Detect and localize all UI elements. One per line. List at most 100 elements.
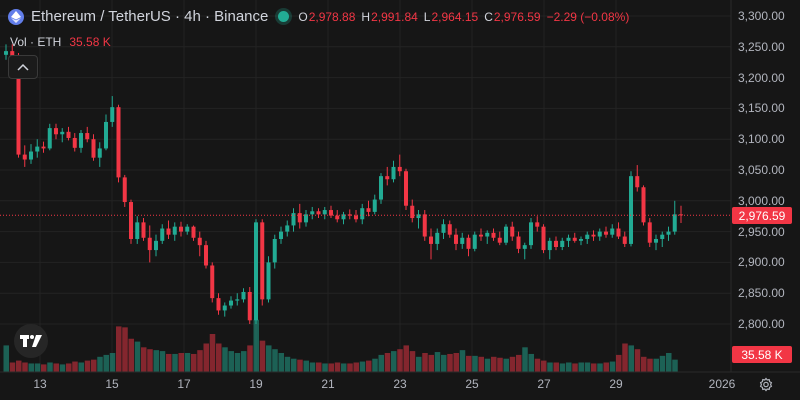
candle-body[interactable] <box>247 291 252 321</box>
candle-body[interactable] <box>210 265 215 299</box>
candle-body[interactable] <box>266 262 271 300</box>
candle-body[interactable] <box>547 240 552 251</box>
candle-body[interactable] <box>297 213 302 223</box>
candle-body[interactable] <box>141 222 146 238</box>
candle-body[interactable] <box>516 236 521 249</box>
candle-body[interactable] <box>385 176 390 180</box>
candle-body[interactable] <box>479 234 483 237</box>
symbol-title[interactable]: Ethereum / TetherUS · 4h · Binance <box>31 8 269 25</box>
candle-body[interactable] <box>372 199 377 212</box>
candle-body[interactable] <box>635 176 640 188</box>
candle-body[interactable] <box>666 231 671 235</box>
candle-body[interactable] <box>22 154 27 160</box>
candle-body[interactable] <box>241 291 246 300</box>
candle-body[interactable] <box>154 240 158 251</box>
candle-body[interactable] <box>304 214 308 223</box>
candle-body[interactable] <box>447 224 452 235</box>
candle-body[interactable] <box>441 224 446 233</box>
candle-body[interactable] <box>566 237 571 241</box>
market-status-dot[interactable] <box>278 11 290 22</box>
candle-body[interactable] <box>54 128 58 135</box>
candle-body[interactable] <box>41 146 46 149</box>
candle-body[interactable] <box>460 237 465 244</box>
candle-body[interactable] <box>72 137 77 148</box>
candle-body[interactable] <box>435 232 440 244</box>
candle-body[interactable] <box>354 215 358 220</box>
candle-body[interactable] <box>404 171 408 206</box>
candle-body[interactable] <box>622 236 627 244</box>
candle-body[interactable] <box>216 298 221 311</box>
candle-body[interactable] <box>122 177 127 203</box>
candle-body[interactable] <box>454 234 458 244</box>
candle-body[interactable] <box>129 202 133 239</box>
candle-body[interactable] <box>410 205 415 219</box>
candle-body[interactable] <box>272 238 277 263</box>
candle-body[interactable] <box>522 245 527 249</box>
candle-body[interactable] <box>629 176 633 244</box>
candle-body[interactable] <box>279 231 283 239</box>
candle-body[interactable] <box>172 226 177 235</box>
candle-body[interactable] <box>391 166 396 180</box>
candle-body[interactable] <box>116 107 121 178</box>
candle-body[interactable] <box>360 208 365 220</box>
candle-body[interactable] <box>347 214 352 216</box>
candle-body[interactable] <box>591 234 596 237</box>
candle-body[interactable] <box>204 245 208 266</box>
candle-body[interactable] <box>291 213 296 226</box>
candle-body[interactable] <box>285 225 290 232</box>
collapse-legend-button[interactable] <box>8 55 38 79</box>
gear-icon[interactable] <box>758 377 774 393</box>
candle-body[interactable] <box>510 226 515 237</box>
candle-body[interactable] <box>379 176 383 200</box>
candle-body[interactable] <box>422 214 427 237</box>
candle-body[interactable] <box>91 139 96 158</box>
candle-body[interactable] <box>85 133 90 140</box>
candle-body[interactable] <box>554 240 558 247</box>
candle-body[interactable] <box>60 131 65 135</box>
candle-body[interactable] <box>466 237 471 249</box>
candle-body[interactable] <box>229 300 233 306</box>
candle-body[interactable] <box>147 237 152 251</box>
candle-body[interactable] <box>541 226 546 251</box>
candle-body[interactable] <box>16 57 21 155</box>
candle-body[interactable] <box>260 222 265 300</box>
candle-body[interactable] <box>191 226 196 238</box>
candle-body[interactable] <box>185 226 190 232</box>
candle-body[interactable] <box>535 222 540 227</box>
candle-body[interactable] <box>579 238 583 241</box>
candle-body[interactable] <box>110 107 115 122</box>
candle-body[interactable] <box>35 146 40 152</box>
candle-body[interactable] <box>604 231 608 235</box>
candle-body[interactable] <box>660 234 665 239</box>
candle-body[interactable] <box>610 228 615 235</box>
candle-body[interactable] <box>397 166 402 172</box>
candle-body[interactable] <box>616 228 621 237</box>
candle-body[interactable] <box>97 148 102 158</box>
candle-body[interactable] <box>235 299 240 301</box>
candle-body[interactable] <box>529 222 533 246</box>
candle-body[interactable] <box>179 226 183 232</box>
candle-body[interactable] <box>485 232 490 237</box>
candle-body[interactable] <box>366 208 371 212</box>
candle-body[interactable] <box>197 237 202 246</box>
candle-body[interactable] <box>160 228 165 241</box>
candle-body[interactable] <box>135 222 140 239</box>
candle-body[interactable] <box>491 232 496 238</box>
candle-body[interactable] <box>560 240 565 247</box>
candle-body[interactable] <box>597 231 602 237</box>
candle-body[interactable] <box>647 222 652 243</box>
candle-body[interactable] <box>66 131 71 138</box>
candle-body[interactable] <box>654 238 658 243</box>
candle-body[interactable] <box>335 215 340 220</box>
candle-body[interactable] <box>4 51 8 55</box>
candle-body[interactable] <box>322 210 327 215</box>
candle-body[interactable] <box>310 211 315 215</box>
candle-body[interactable] <box>79 133 83 148</box>
candle-body[interactable] <box>672 214 677 232</box>
candle-body[interactable] <box>10 51 15 58</box>
candle-body[interactable] <box>222 305 227 311</box>
candle-body[interactable] <box>47 128 52 149</box>
tradingview-logo[interactable] <box>14 324 48 358</box>
